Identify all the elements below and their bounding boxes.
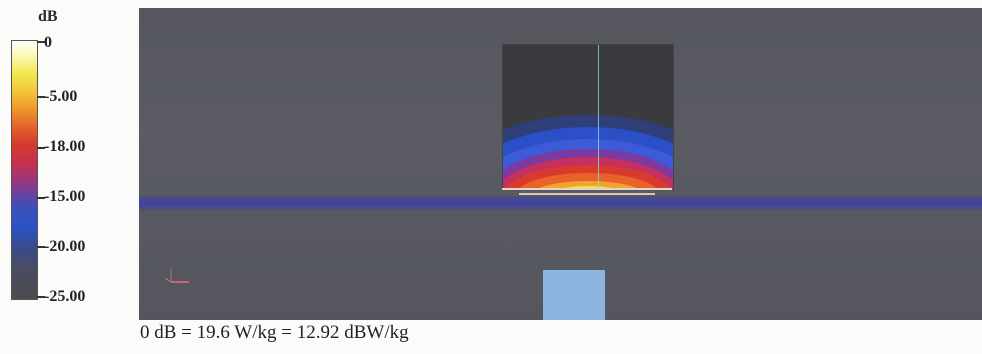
colorbar-tick-label: -15.00 [44,188,86,205]
reference-caption: 0 dB = 19.6 W/kg = 12.92 dBW/kg [140,322,409,343]
axis-marker-icon [164,268,189,283]
colorbar-tick [37,41,45,43]
horizontal-field-band [139,196,982,210]
colorbar-tick-label: -5.00 [44,88,78,105]
antenna-base-line-lower [519,193,655,195]
colorbar-gradient [11,40,38,300]
colorbar-tick-label: -18.00 [44,138,86,155]
sar-gradient-arcs [503,115,673,189]
colorbar-tick [37,296,45,298]
colorbar-tick [37,96,45,98]
blue-block [543,270,605,320]
colorbar-tick-label: -25.00 [44,288,86,305]
colorbar-tick-label: -20.00 [44,238,86,255]
colorbar-tick-label: 0 [44,34,52,51]
colorbar-tick [37,147,45,149]
colorbar-tick [37,197,45,199]
legend-unit-label: dB [38,8,58,25]
antenna-base-line [502,188,672,190]
box-center-line [598,45,599,189]
colorbar-tick [37,246,45,248]
sar-distribution-box [502,44,674,190]
colorbar-legend: dB 0 -5.00 -18.00 -15.00 -20.00 -25.00 [8,8,133,308]
simulation-field [139,8,982,320]
